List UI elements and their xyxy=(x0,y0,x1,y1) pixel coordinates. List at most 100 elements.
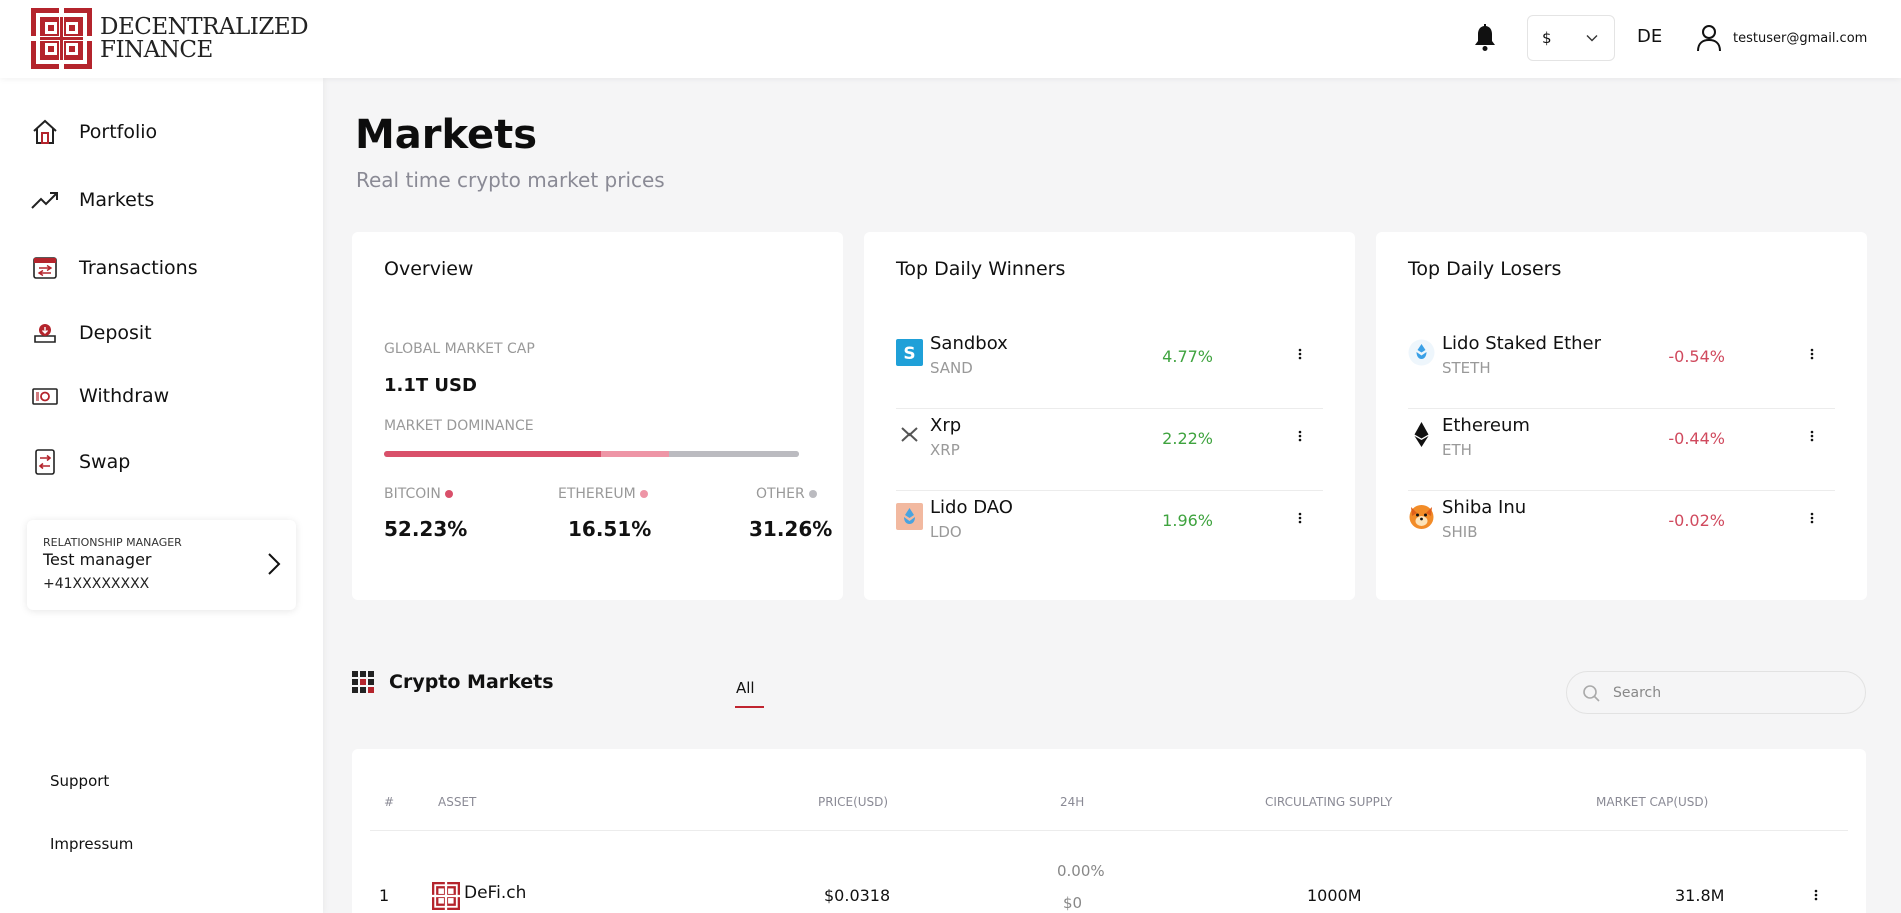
impressum-link[interactable]: Impressum xyxy=(50,835,134,853)
tab-all[interactable]: All xyxy=(736,679,755,697)
more-vertical-icon[interactable] xyxy=(1809,507,1815,529)
brand-name-line1: DECENTRALIZED xyxy=(100,13,309,40)
dominance-legend-label: OTHER xyxy=(756,486,805,502)
column-header-price[interactable]: PRICE(USD) xyxy=(818,795,889,809)
winner-row-xrp[interactable]: Xrp XRP 2.22% xyxy=(896,409,1323,491)
column-header-asset[interactable]: ASSET xyxy=(438,795,477,809)
relationship-manager-title: RELATIONSHIP MANAGER xyxy=(43,536,182,549)
more-vertical-icon[interactable] xyxy=(1809,343,1815,365)
swap-icon xyxy=(31,448,59,476)
more-vertical-icon[interactable] xyxy=(1813,884,1819,906)
support-link[interactable]: Support xyxy=(50,772,110,790)
dominance-legend-ethereum: ETHEREUM xyxy=(558,486,648,502)
trending-up-icon xyxy=(31,186,59,214)
dominance-segment-ethereum xyxy=(600,451,670,457)
coin-name: Lido DAO xyxy=(930,497,1013,518)
column-header-circulating-supply[interactable]: CIRCULATING SUPPLY xyxy=(1265,795,1393,809)
coin-change: -0.54% xyxy=(1668,347,1725,366)
dominance-legend-label: ETHEREUM xyxy=(558,486,636,502)
crypto-markets-table: # ASSET PRICE(USD) 24H CIRCULATING SUPPL… xyxy=(352,749,1866,913)
sandbox-icon: S xyxy=(896,339,923,366)
dominance-segment-bitcoin xyxy=(384,451,601,457)
sidebar-item-label: Transactions xyxy=(79,257,198,279)
coin-change: 1.96% xyxy=(1162,511,1213,530)
sidebar-item-portfolio[interactable]: Portfolio xyxy=(31,118,157,146)
sidebar-item-swap[interactable]: Swap xyxy=(31,448,130,476)
top-winners-card: Top Daily Winners S Sandbox SAND 4.77% X… xyxy=(864,232,1355,600)
chevron-right-icon xyxy=(268,553,281,575)
market-cap-label: GLOBAL MARKET CAP xyxy=(384,341,535,357)
column-header-24h[interactable]: 24H xyxy=(1060,795,1085,809)
deposit-icon xyxy=(31,319,59,347)
sidebar-item-transactions[interactable]: Transactions xyxy=(31,254,198,282)
sidebar-item-label: Swap xyxy=(79,451,131,473)
user-email[interactable]: testuser@gmail.com xyxy=(1733,31,1868,46)
lido-steth-icon xyxy=(1408,339,1435,366)
winner-row-sandbox[interactable]: S Sandbox SAND 4.77% xyxy=(896,327,1323,409)
bell-icon[interactable] xyxy=(1474,24,1496,52)
column-header-market-cap[interactable]: MARKET CAP(USD) xyxy=(1596,795,1709,809)
coin-name: Ethereum xyxy=(1442,415,1530,436)
relationship-manager-name: Test manager xyxy=(43,550,152,569)
coin-name: Sandbox xyxy=(930,333,1008,354)
page-title: Markets xyxy=(355,112,538,158)
sidebar-item-label: Withdraw xyxy=(79,385,170,407)
brand-logo[interactable]: DECENTRALIZED FINANCE xyxy=(31,8,309,69)
coin-symbol: STETH xyxy=(1442,359,1491,377)
defi-ch-icon xyxy=(432,882,460,910)
crypto-markets-title: Crypto Markets xyxy=(389,671,554,693)
withdraw-icon xyxy=(31,382,59,410)
coin-symbol: SHIB xyxy=(1442,523,1478,541)
winner-row-lido-dao[interactable]: Lido DAO LDO 1.96% xyxy=(896,491,1323,573)
coin-symbol: ETH xyxy=(1442,441,1472,459)
svg-text:S: S xyxy=(903,344,915,364)
table-header-divider xyxy=(370,830,1848,831)
currency-select[interactable]: $ xyxy=(1527,15,1615,61)
coin-change: -0.02% xyxy=(1668,511,1725,530)
top-header: DECENTRALIZED FINANCE $ DE testuser@gmai… xyxy=(0,0,1901,78)
coin-change: 4.77% xyxy=(1162,347,1213,366)
search-input[interactable] xyxy=(1613,682,1853,704)
sidebar-item-deposit[interactable]: Deposit xyxy=(31,319,152,347)
row-index: 1 xyxy=(379,886,390,905)
dominance-dot xyxy=(808,490,817,498)
dominance-dot xyxy=(639,490,648,498)
sidebar: Portfolio Markets Transactions Deposit W… xyxy=(0,78,323,913)
row-price: $0.0318 xyxy=(824,886,891,905)
coin-symbol: XRP xyxy=(930,441,960,459)
user-icon[interactable] xyxy=(1696,24,1722,52)
coin-name: Lido Staked Ether xyxy=(1442,333,1602,354)
more-vertical-icon[interactable] xyxy=(1297,507,1303,529)
row-asset-name: DeFi.ch xyxy=(464,883,527,903)
market-dominance-label: MARKET DOMINANCE xyxy=(384,418,534,434)
sidebar-item-label: Deposit xyxy=(79,322,152,344)
loser-row-ethereum[interactable]: Ethereum ETH -0.44% xyxy=(1408,409,1835,491)
dominance-value-other: 31.26% xyxy=(749,517,833,541)
dominance-legend-label: BITCOIN xyxy=(384,486,441,502)
top-losers-title: Top Daily Losers xyxy=(1408,258,1562,280)
coin-name: Xrp xyxy=(930,415,962,436)
more-vertical-icon[interactable] xyxy=(1297,343,1303,365)
brand-logo-mark xyxy=(31,8,92,69)
coin-name: Shiba Inu xyxy=(1442,497,1527,518)
top-winners-title: Top Daily Winners xyxy=(896,258,1066,280)
search-box[interactable] xyxy=(1566,671,1866,714)
loser-row-shiba-inu[interactable]: Shiba Inu SHIB -0.02% xyxy=(1408,491,1835,573)
coin-change: -0.44% xyxy=(1668,429,1725,448)
ethereum-icon xyxy=(1414,422,1429,447)
sidebar-item-withdraw[interactable]: Withdraw xyxy=(31,382,169,410)
loser-row-lido-staked-ether[interactable]: Lido Staked Ether STETH -0.54% xyxy=(1408,327,1835,409)
overview-card: Overview GLOBAL MARKET CAP 1.1T USD MARK… xyxy=(352,232,843,600)
sidebar-item-markets[interactable]: Markets xyxy=(31,186,154,214)
dominance-legend-other: OTHER xyxy=(756,486,817,502)
more-vertical-icon[interactable] xyxy=(1809,425,1815,447)
brand-name-line2: FINANCE xyxy=(100,36,213,63)
dominance-legend-bitcoin: BITCOIN xyxy=(384,486,453,502)
home-icon xyxy=(31,118,59,146)
language-switch[interactable]: DE xyxy=(1637,26,1663,47)
more-vertical-icon[interactable] xyxy=(1297,425,1303,447)
grid-icon xyxy=(352,671,374,693)
relationship-manager-card[interactable]: RELATIONSHIP MANAGER Test manager +41XXX… xyxy=(27,520,296,610)
dominance-segment-other xyxy=(669,451,799,457)
coin-symbol: LDO xyxy=(930,523,962,541)
